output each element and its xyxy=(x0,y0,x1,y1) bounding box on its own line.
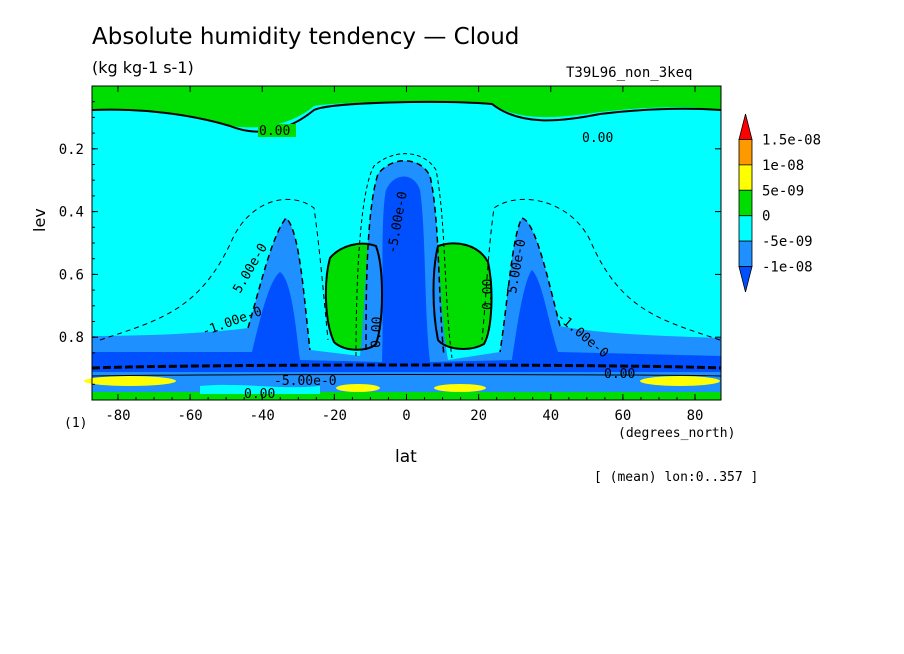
field-lens-mid-right xyxy=(434,384,486,392)
colorbar-segment xyxy=(738,139,753,166)
x-tick-label: 40 xyxy=(542,408,559,424)
colorbar-label: -5e-09 xyxy=(762,234,813,250)
colorbar-segment xyxy=(738,189,753,217)
x-tick-label: 20 xyxy=(470,408,487,424)
field-lens-left xyxy=(84,376,176,386)
x-tick-label: -80 xyxy=(105,408,130,424)
contour-surface-line xyxy=(91,374,722,377)
x-axis: -80 -60 -40 -20 0 20 40 60 80 xyxy=(105,86,703,424)
field-lens-right xyxy=(640,376,720,386)
contour-label-center-2: 0.00 xyxy=(369,316,385,348)
mean-note: [ (mean) lon:0..357 ] xyxy=(594,470,759,485)
contour-zero-island-south xyxy=(324,242,383,351)
contour-label-top-left: 0.00 xyxy=(259,124,290,139)
colorbar-label: 0 xyxy=(762,209,770,225)
y-tick-label: 0.4 xyxy=(59,205,84,221)
chart-title: Absolute humidity tendency — Cloud xyxy=(92,24,520,50)
contour-label-bottom-zero: 0.00 xyxy=(244,387,275,402)
contour-label-bottom-right: 0.00 xyxy=(604,367,635,382)
contour-surface-band xyxy=(91,363,722,370)
contour-neg-right-outer xyxy=(481,198,721,341)
field-negative-large xyxy=(92,176,721,372)
field-surface-strip xyxy=(200,384,320,394)
colorbar-label: 5e-09 xyxy=(762,183,804,199)
colorbar-segment xyxy=(738,240,753,267)
y-tick-label: 0.2 xyxy=(59,142,84,158)
x-tick-label: -60 xyxy=(177,408,202,424)
colorbar-label: 1.5e-08 xyxy=(762,132,821,148)
contour-neg-left-outer xyxy=(99,199,329,341)
contour-neg-right-inner xyxy=(499,217,561,353)
x-axis-label: lat xyxy=(395,447,417,467)
contour-lines xyxy=(91,101,722,377)
field-lens-mid-left xyxy=(336,384,380,392)
x-tick-label: 80 xyxy=(687,408,704,424)
colorbar-segment xyxy=(738,164,753,191)
contour-zero-island-north xyxy=(432,242,493,350)
contour-label-top-right: 0.00 xyxy=(582,131,613,146)
panel-label: (1) xyxy=(64,416,88,431)
x-axis-units: (degrees_north) xyxy=(618,426,736,441)
x-tick-label: -40 xyxy=(250,408,275,424)
chart-units: (kg kg-1 s-1) xyxy=(92,58,194,77)
y-tick-label: 0.8 xyxy=(59,330,84,346)
run-name: T39L96_non_3keq xyxy=(566,65,693,81)
contour-neg-left-inner xyxy=(247,216,311,351)
x-tick-label: -20 xyxy=(322,408,347,424)
colorbar-segment xyxy=(738,266,753,293)
x-tick-label: 60 xyxy=(614,408,631,424)
y-axis: 0.2 0.4 0.6 0.8 xyxy=(59,101,721,385)
contour-zero-top xyxy=(91,101,722,133)
contour-neg-center-outer xyxy=(355,153,453,359)
contour-label-center-3: 0.00 xyxy=(481,279,496,310)
y-tick-label: 0.6 xyxy=(59,267,84,283)
colorbar-label: -1e-08 xyxy=(762,260,813,276)
colorbar: 1.5e-08 1e-08 5e-09 0 -5e-09 -1e-08 xyxy=(738,113,821,293)
colorbar-label: 1e-08 xyxy=(762,158,804,174)
contour-field xyxy=(84,86,721,400)
contour-label-bottom-left: -5.00e-0 xyxy=(274,374,337,389)
colorbar-segment xyxy=(738,215,753,242)
contour-neg-center xyxy=(365,160,445,357)
colorbar-segment xyxy=(738,113,753,140)
x-tick-label: 0 xyxy=(402,408,410,424)
